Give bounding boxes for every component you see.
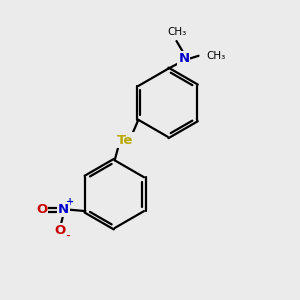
Text: O: O [55,224,66,237]
Text: CH₃: CH₃ [206,51,225,61]
Text: CH₃: CH₃ [167,27,186,37]
Text: +: + [66,197,74,207]
Text: Te: Te [117,134,133,147]
Text: O: O [36,203,47,216]
Text: N: N [58,203,69,216]
Text: −: − [63,230,71,241]
Text: N: N [178,52,189,65]
